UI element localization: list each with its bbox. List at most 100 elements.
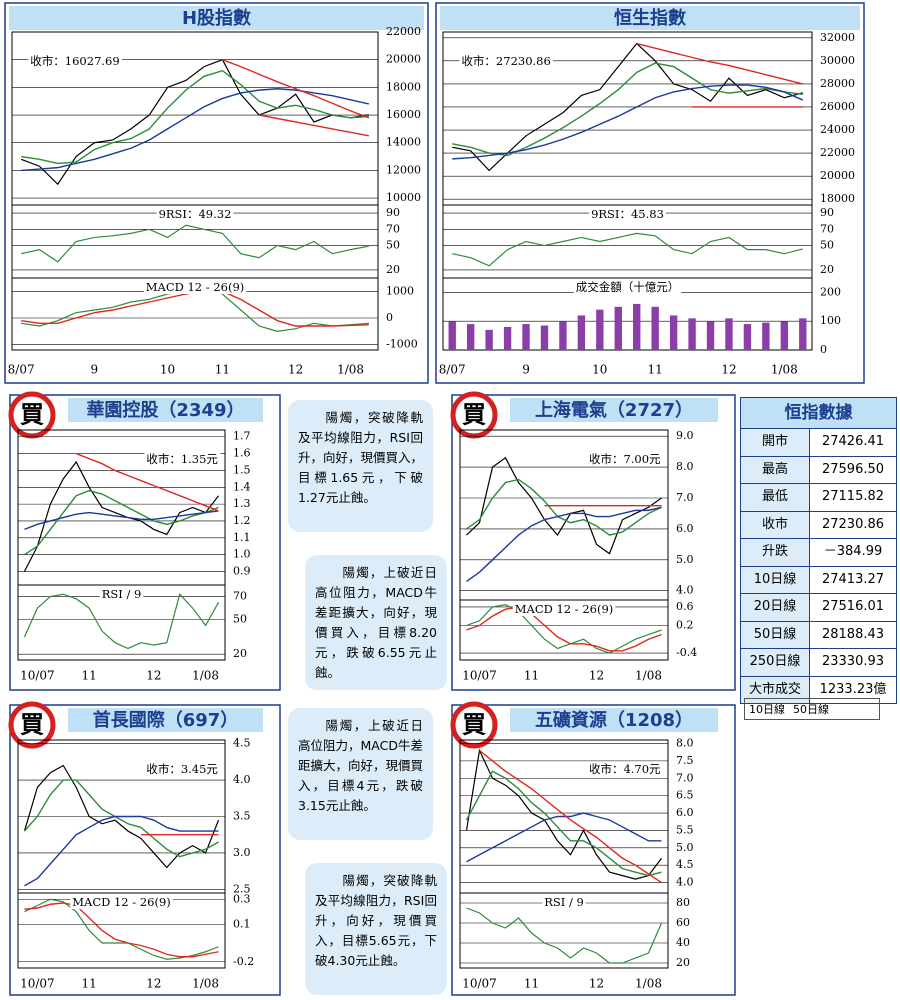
series-line <box>21 224 369 263</box>
x-tick-label: 9 <box>522 363 530 377</box>
y-tick-label: 0.9 <box>233 565 251 578</box>
y-tick-label: 7.0 <box>676 491 694 504</box>
panel-frame <box>459 892 669 969</box>
label-bg <box>512 602 616 616</box>
series-line <box>479 749 662 884</box>
series-line <box>21 69 369 165</box>
series-line <box>466 812 662 863</box>
y-tick-label: 2.5 <box>233 882 251 895</box>
legend-label: 10日線 <box>749 703 785 716</box>
y-tick-label: 4.0 <box>676 876 694 889</box>
y-tick-label: 18000 <box>386 80 421 93</box>
x-tick-label: 11 <box>524 977 539 991</box>
series-line <box>222 59 370 119</box>
data-table: 恒指數據 開市 27426.41 最高 27596.50 最低 27115.82 收市 2723… <box>740 397 897 704</box>
table-row: 10日線 27413.27 <box>741 565 896 593</box>
y-tick-label: 0.1 <box>233 917 251 930</box>
title-bar <box>68 398 263 422</box>
bar <box>522 324 530 350</box>
table-row: 最高 27596.50 <box>741 455 896 483</box>
label-bg <box>99 587 144 601</box>
table-value: 27413.27 <box>821 571 885 587</box>
panel-label: 9RSI：45.83 <box>591 207 664 221</box>
y-tick-label: 1.4 <box>233 480 251 493</box>
series-line <box>258 114 369 137</box>
table-key: 開市 <box>741 429 810 456</box>
badge-ring <box>8 701 56 749</box>
series-line <box>75 452 219 512</box>
x-tick-label: 11 <box>524 669 539 683</box>
chart-frame <box>9 394 281 691</box>
x-tick-label: 11 <box>82 977 97 991</box>
series-line <box>636 42 803 85</box>
y-tick-label: -0.2 <box>233 955 254 968</box>
y-tick-label: 0 <box>820 343 827 356</box>
note: 陽燭，突破降軌及平均線阻力，RSI回升，向好，現價買入，目標5.65元，下破4.… <box>305 863 447 995</box>
label-bg <box>144 762 221 776</box>
legend-item: 50日線 <box>793 701 829 717</box>
bar <box>596 309 604 350</box>
x-tick-label: 11 <box>82 669 97 683</box>
series-line <box>466 907 663 964</box>
panel-label: RSI / 9 <box>102 587 142 601</box>
y-tick-label: 1.0 <box>233 548 251 561</box>
note: 陽燭，突破降軌及平均線阻力，RSI回升，向好，現價買入，目標1.65元，下破1.… <box>288 400 433 532</box>
y-tick-label: 0 <box>386 311 393 324</box>
y-tick-label: 5.0 <box>676 841 694 854</box>
y-tick-label: -1000 <box>386 338 418 351</box>
y-tick-label: 70 <box>233 590 247 603</box>
x-tick-label: 10 <box>592 363 607 377</box>
x-tick-label: 12 <box>146 669 161 683</box>
y-tick-label: 22000 <box>820 146 855 159</box>
y-tick-label: 1.1 <box>233 531 251 544</box>
table-value: 27115.82 <box>821 489 885 504</box>
series-line <box>20 58 369 186</box>
bar <box>577 315 586 350</box>
y-tick-label: 22000 <box>386 25 421 38</box>
y-tick-label: 16000 <box>386 108 421 121</box>
x-tick-label: 12 <box>288 363 303 377</box>
series-line <box>23 764 220 869</box>
table-value: 23330.93 <box>821 654 885 669</box>
series-line <box>21 88 370 172</box>
y-tick-label: 90 <box>820 206 834 219</box>
label-bg <box>459 54 553 68</box>
panel-label: 9RSI：49.32 <box>159 207 232 221</box>
x-tick-label: 10 <box>160 363 175 377</box>
chart-title: 華園控股（2349） <box>86 399 244 421</box>
y-tick-label: 50 <box>386 239 400 252</box>
x-tick-label: 1/08 <box>192 669 219 683</box>
y-tick-label: 30000 <box>820 54 855 67</box>
x-tick-label: 8/07 <box>8 363 35 377</box>
series-line <box>466 603 662 654</box>
table-row: 開市 27426.41 <box>741 428 896 456</box>
title-bar <box>510 708 718 732</box>
label-bg <box>156 207 234 221</box>
y-tick-label: 20 <box>676 956 690 969</box>
table-key: 收市 <box>741 511 810 538</box>
y-tick-label: 20000 <box>820 169 855 182</box>
y-tick-label: 1.3 <box>233 497 251 510</box>
series-line <box>465 748 662 880</box>
badge: 買 <box>462 710 486 739</box>
series-line <box>466 456 662 555</box>
x-tick-label: 12 <box>721 363 736 377</box>
bar <box>743 324 752 350</box>
y-tick-label: 1.5 <box>233 463 251 476</box>
panel-label: 收市：7.00元 <box>589 452 661 466</box>
series-line <box>452 62 803 157</box>
bar <box>799 318 807 350</box>
x-tick-label: 1/08 <box>337 363 364 377</box>
title-bar <box>68 708 263 732</box>
series-line <box>452 42 803 172</box>
y-tick-label: 90 <box>386 206 400 219</box>
label-bg <box>586 452 664 466</box>
series-line <box>452 232 803 267</box>
y-tick-label: 9.0 <box>676 429 694 442</box>
panel-label: 收市：4.70元 <box>589 762 661 776</box>
chart-title: H股指數 <box>182 7 251 29</box>
bar <box>485 329 493 350</box>
title-bar <box>9 6 424 30</box>
